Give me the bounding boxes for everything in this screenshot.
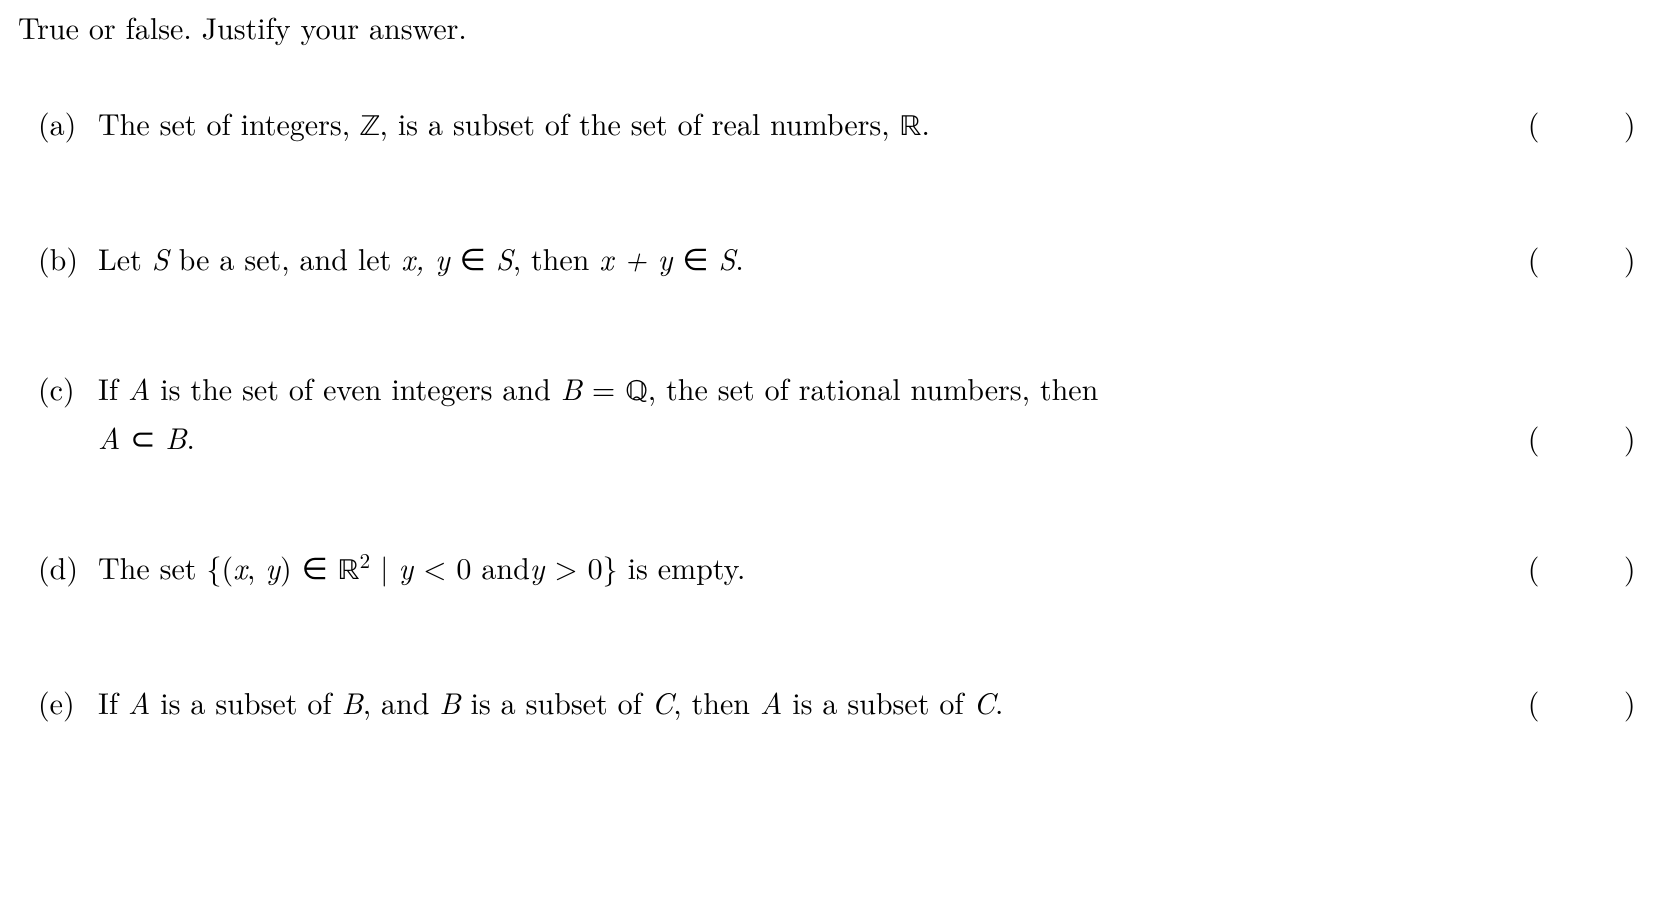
var-A: A bbox=[760, 680, 782, 723]
text-part: is a subset of bbox=[461, 680, 652, 723]
exercise-page: True or false. Justify your answer. (a) … bbox=[0, 0, 1654, 721]
var-A: A bbox=[128, 366, 150, 409]
text-part: The set of integers, bbox=[98, 101, 360, 144]
var-y: y bbox=[265, 545, 280, 588]
var-B: B bbox=[561, 366, 582, 409]
text-part: ) ∈ bbox=[280, 545, 338, 588]
question-text: Let S be a set, and let x, y ∈ S, then x… bbox=[98, 239, 1528, 277]
symbol-reals: ℝ bbox=[338, 557, 360, 587]
question-text: The set of integers, ℤ, is a subset of t… bbox=[98, 104, 1528, 148]
var-y: y bbox=[398, 545, 413, 588]
answer-blank[interactable]: ( ) bbox=[1528, 239, 1636, 277]
symbol-rationals: ℚ bbox=[625, 378, 648, 408]
question-body: The set of integers, ℤ, is a subset of t… bbox=[98, 104, 1636, 148]
question-item-c: (c) If A is the set of even integers and… bbox=[38, 369, 1636, 456]
text-part: , and bbox=[363, 680, 440, 723]
text-part: < 0 and bbox=[413, 545, 530, 588]
text-part: If bbox=[98, 680, 128, 723]
answer-blank[interactable]: ( ) bbox=[1528, 548, 1636, 586]
text-part: , bbox=[247, 545, 265, 588]
subset-symbol: ⊂ bbox=[120, 415, 165, 458]
question-label: (c) bbox=[38, 369, 98, 407]
text-part: . bbox=[995, 680, 1003, 723]
answer-blank[interactable]: ( ) bbox=[1528, 104, 1636, 142]
question-label: (a) bbox=[38, 104, 98, 142]
question-text: The set {(x, y) ∈ ℝ2 | y < 0 andy > 0} i… bbox=[98, 548, 1528, 592]
question-body: If A is a subset of B, and B is a subset… bbox=[98, 683, 1636, 721]
var-x: x bbox=[233, 545, 247, 588]
instruction-text: True or false. Justify your answer. bbox=[18, 8, 1636, 46]
text-part: The set {( bbox=[98, 545, 233, 588]
question-item-e: (e) If A is a subset of B, and B is a su… bbox=[38, 683, 1636, 721]
question-item-d: (d) The set {(x, y) ∈ ℝ2 | y < 0 andy > … bbox=[38, 548, 1636, 592]
question-item-a: (a) The set of integers, ℤ, is a subset … bbox=[38, 104, 1636, 148]
text-part: , then bbox=[673, 680, 760, 723]
symbol-integers: ℤ bbox=[360, 113, 379, 143]
var-A: A bbox=[128, 680, 150, 723]
text-part: is a subset of bbox=[782, 680, 973, 723]
var-B: B bbox=[439, 680, 460, 723]
question-body: Let S be a set, and let x, y ∈ S, then x… bbox=[98, 239, 1636, 277]
question-label: (e) bbox=[38, 683, 98, 721]
expr-x-plus-y: x + y bbox=[599, 236, 672, 279]
symbol-reals: ℝ bbox=[900, 113, 922, 143]
text-part: . bbox=[921, 101, 929, 144]
vars-xy: x, y bbox=[401, 236, 449, 279]
text-part: . bbox=[187, 415, 195, 458]
text-part: is the set of even integers and bbox=[150, 366, 561, 409]
text-part: If bbox=[98, 366, 128, 409]
question-label: (b) bbox=[38, 239, 98, 277]
var-S: S bbox=[718, 236, 735, 279]
var-A: A bbox=[98, 415, 120, 458]
text-part: be a set, and let bbox=[169, 236, 402, 279]
question-text-line1: If A is the set of even integers and B =… bbox=[98, 369, 1636, 413]
question-text-line2: A ⊂ B. bbox=[98, 418, 195, 456]
question-text: If A is a subset of B, and B is a subset… bbox=[98, 683, 1528, 721]
var-B: B bbox=[342, 680, 363, 723]
text-part: = bbox=[582, 366, 625, 409]
answer-blank[interactable]: ( ) bbox=[1528, 683, 1636, 721]
text-part: Let bbox=[98, 236, 152, 279]
text-part: is a subset of bbox=[150, 680, 341, 723]
text-part: > 0} is empty. bbox=[544, 545, 745, 588]
text-part: , then bbox=[513, 236, 600, 279]
var-S: S bbox=[496, 236, 513, 279]
text-part: , is a subset of the set of real numbers… bbox=[379, 101, 899, 144]
var-B: B bbox=[165, 415, 186, 458]
var-y: y bbox=[530, 545, 545, 588]
question-body: The set {(x, y) ∈ ℝ2 | y < 0 andy > 0} i… bbox=[98, 548, 1636, 592]
var-C: C bbox=[974, 680, 995, 723]
question-item-b: (b) Let S be a set, and let x, y ∈ S, th… bbox=[38, 239, 1636, 277]
answer-blank[interactable]: ( ) bbox=[1528, 418, 1636, 456]
text-part: ∈ bbox=[672, 236, 718, 279]
text-part: ∈ bbox=[450, 236, 496, 279]
var-S: S bbox=[152, 236, 169, 279]
question-body: If A is the set of even integers and B =… bbox=[98, 369, 1636, 456]
superscript-2: 2 bbox=[360, 545, 371, 575]
question-list: (a) The set of integers, ℤ, is a subset … bbox=[18, 104, 1636, 721]
text-part: | bbox=[370, 545, 398, 588]
var-C: C bbox=[652, 680, 673, 723]
text-part: , the set of rational numbers, then bbox=[648, 366, 1099, 409]
question-label: (d) bbox=[38, 548, 98, 586]
text-part: . bbox=[735, 236, 743, 279]
